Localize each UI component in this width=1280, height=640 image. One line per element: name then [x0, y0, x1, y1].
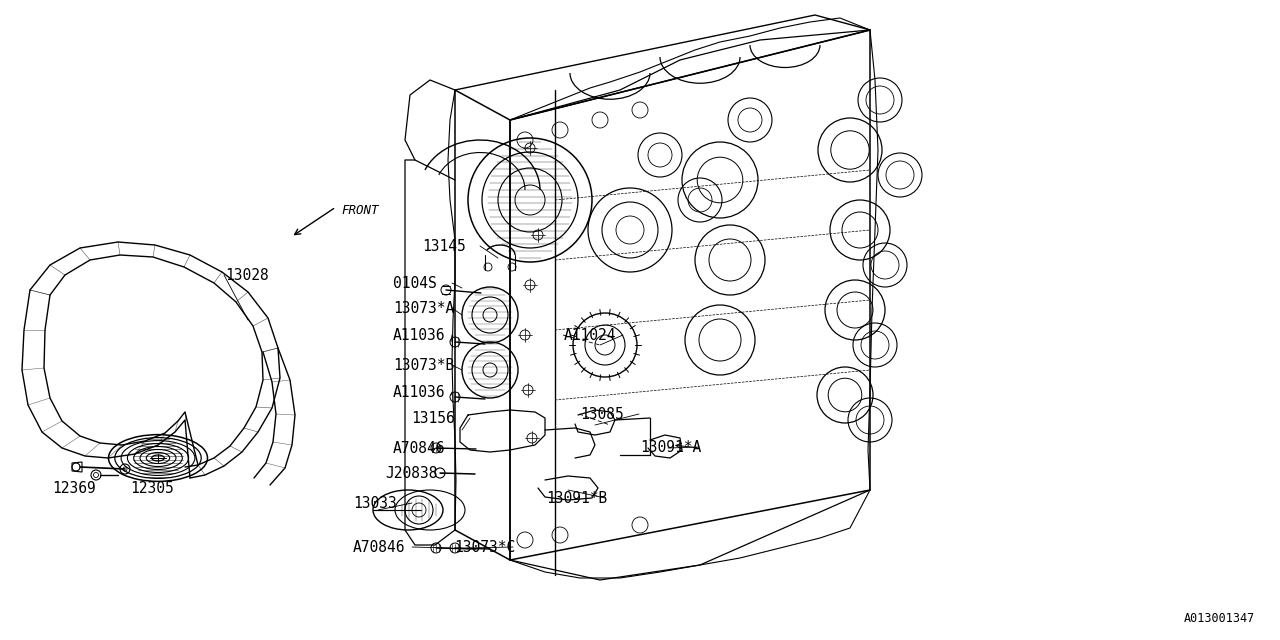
Text: A11036: A11036 — [393, 328, 445, 342]
Text: J20838: J20838 — [385, 465, 438, 481]
Text: 12305: 12305 — [131, 481, 174, 495]
Text: 13073*B: 13073*B — [393, 358, 454, 372]
Text: 13085: 13085 — [580, 406, 623, 422]
Text: 13091*B: 13091*B — [547, 490, 607, 506]
Text: 13145: 13145 — [422, 239, 466, 253]
Text: 12369: 12369 — [52, 481, 96, 495]
Text: A11024: A11024 — [564, 328, 617, 342]
Text: 13073*A: 13073*A — [393, 301, 454, 316]
Text: 13033: 13033 — [353, 495, 397, 511]
Text: 13156: 13156 — [411, 410, 454, 426]
Text: FRONT: FRONT — [340, 204, 379, 217]
Text: A70846: A70846 — [393, 440, 445, 456]
Text: A013001347: A013001347 — [1184, 612, 1254, 625]
Polygon shape — [72, 462, 82, 472]
Text: A11036: A11036 — [393, 385, 445, 399]
Text: 13028: 13028 — [225, 268, 269, 282]
Text: A70846: A70846 — [353, 540, 406, 554]
Text: 0104S: 0104S — [393, 275, 436, 291]
Text: 13091*A: 13091*A — [640, 440, 701, 454]
Text: 13073*C: 13073*C — [454, 540, 516, 554]
